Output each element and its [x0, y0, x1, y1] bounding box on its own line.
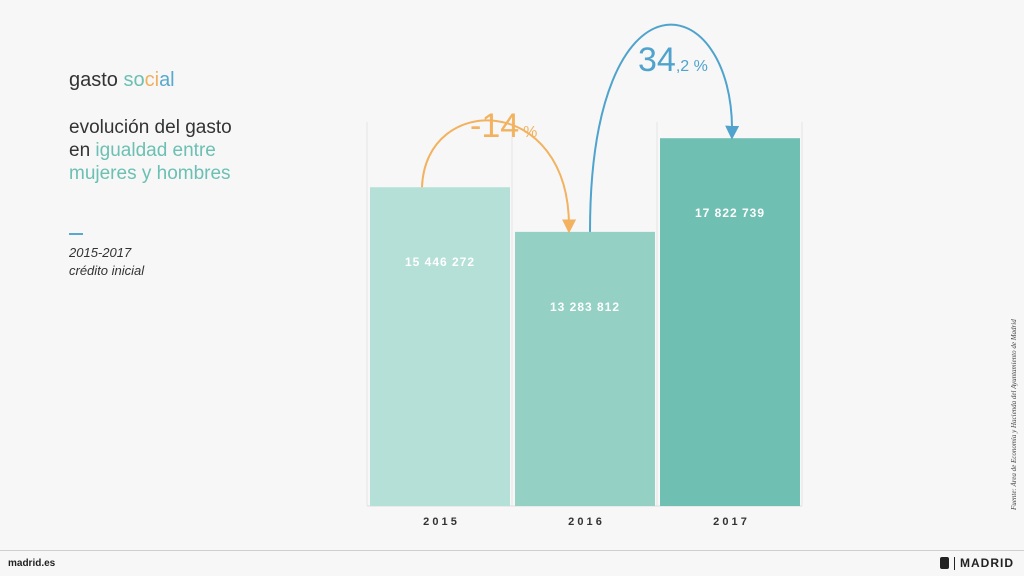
category-label-2017: 2 0 1 7 [713, 516, 747, 528]
footer-divider [0, 550, 1024, 551]
label-layer: 15 446 272 2 0 1 5 13 283 812 2 0 1 6 17 822… [405, 206, 765, 528]
subtitle-line-1: evolución del gasto [69, 117, 232, 138]
bar-2017 [660, 138, 800, 506]
madrid-logo: MADRID [940, 556, 1014, 570]
value-label-2015: 15 446 272 [405, 255, 475, 269]
value-label-2016: 13 283 812 [550, 300, 620, 314]
bar-2015 [370, 187, 510, 506]
decrease-arrow [421, 119, 577, 234]
page-title: gasto social [69, 69, 175, 91]
budget-note: crédito inicial [69, 263, 145, 278]
footer-site-link[interactable]: madrid.es [8, 558, 56, 569]
source-note: Fuente: Área de Economía y Hacienda del … [1010, 319, 1018, 510]
decrease-percent-label: -14% [470, 107, 537, 145]
chart-subtitle: evolución del gasto en igualdad entre mu… [69, 116, 289, 185]
increase-percent-label: 34,2 % [638, 41, 708, 79]
category-label-2016: 2 0 1 6 [568, 516, 602, 528]
bar-chart: 15 446 272 2 0 1 5 13 283 812 2 0 1 6 17 822… [366, 23, 803, 528]
bar-layer [370, 138, 800, 506]
arrow-layer: -14 % 34,2 % [421, 23, 740, 234]
madrid-seal-icon [940, 557, 949, 569]
logo-separator [954, 556, 955, 570]
accent-dash [69, 233, 83, 235]
subtitle-line-2: en igualdad entre [69, 140, 216, 161]
period-info: 2015-2017 crédito inicial [69, 244, 144, 280]
category-label-2015: 2 0 1 5 [423, 516, 457, 528]
period-years: 2015-2017 [69, 245, 132, 260]
subtitle-line-3: mujeres y hombres [69, 163, 231, 184]
increase-arrow [589, 23, 740, 232]
bar-2016 [515, 231, 655, 506]
value-label-2017: 17 822 739 [695, 206, 765, 220]
brand-name: MADRID [960, 556, 1014, 570]
